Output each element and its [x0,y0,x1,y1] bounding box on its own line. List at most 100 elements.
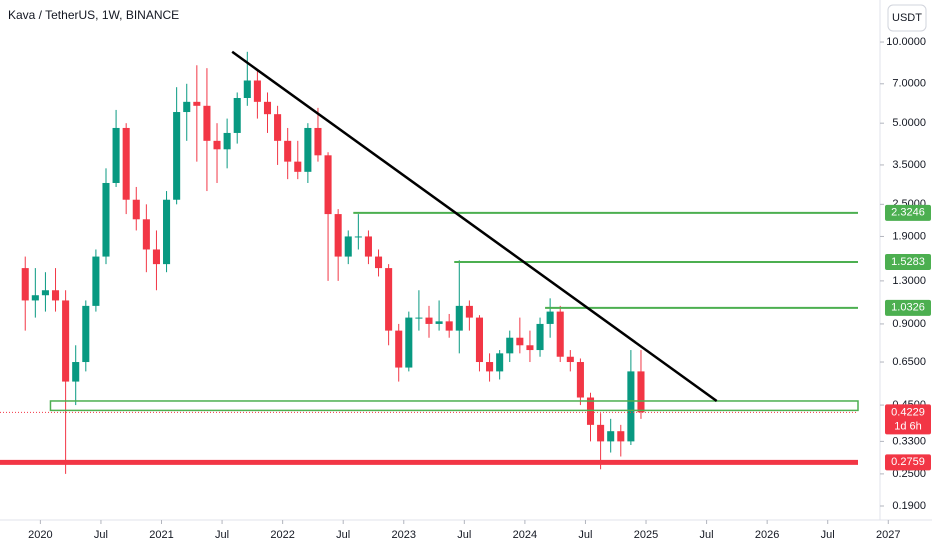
candle-body [334,214,342,257]
candle-body [496,353,504,372]
candle-body [263,101,272,115]
candle-body [586,397,595,425]
candle-body [223,132,231,150]
candle-body [213,140,221,150]
candle-body [314,127,322,156]
candle-body [536,323,544,351]
candle-body [526,345,534,351]
candle-body [183,101,191,113]
candle-body [566,356,574,363]
candle-body [435,321,443,324]
candle-body [556,311,564,357]
candle-body [516,337,524,346]
candle-body [607,431,615,442]
candle-body [385,268,393,331]
y-tick-label: 7.0000 [892,78,926,90]
currency-button[interactable] [887,4,927,32]
y-tick-label: 5.0000 [892,117,926,129]
candle-body [415,317,423,319]
candle-body [425,317,433,324]
candle-body [72,362,80,382]
y-tick-label: 0.2500 [892,468,926,480]
candle-body [465,305,473,318]
y-tick-label: 0.3300 [892,435,926,447]
candle-body [31,295,39,301]
x-tick-label: 2027 [876,529,900,541]
candle-body [193,101,201,106]
candle-body [163,199,171,265]
level-label-box [885,299,931,316]
y-tick-label: 0.9000 [892,318,926,330]
x-tick-label: 2022 [270,529,294,541]
x-tick-label: Jul [578,529,592,541]
y-tick-label: 3.5000 [892,159,926,171]
level-label: 2.3246 [891,207,925,219]
level-label: 1.0326 [891,302,925,314]
candle-body [122,127,130,200]
x-tick-label: 2021 [149,529,173,541]
level-label: 1.5283 [891,256,925,268]
x-tick-label: Jul [215,529,229,541]
x-tick-label: 2025 [634,529,658,541]
candle-body [374,256,383,269]
candle-body [82,305,90,363]
candle-body [294,161,302,172]
y-tick-label: 1.9000 [892,230,926,242]
current-price-box [885,404,931,435]
candle-body [546,311,554,324]
x-tick-label: Jul [457,529,471,541]
x-tick-label: 2023 [392,529,416,541]
axes: 2020 Jul 2021 Jul 2022 Jul 2023 Jul 2024 Jul 2025 J… [28,36,931,541]
candle-body [576,362,584,398]
candle-body [304,127,312,172]
current-price-label: 0.4229 [891,406,925,418]
candle-body [486,362,494,372]
x-tick-label: 2024 [513,529,537,541]
candle-body [62,300,70,382]
candle-body [445,321,453,331]
level-label-box [885,454,931,471]
candle-body [405,317,413,368]
x-tick-label: Jul [700,529,714,541]
candle-body [173,112,181,200]
candle-body [284,140,292,162]
candle-body [51,290,60,301]
candle-body [92,256,100,306]
plot-area [0,50,859,474]
candle-body [132,199,140,220]
level-label-box [885,204,931,221]
x-tick-label: 2020 [28,529,52,541]
currency-label[interactable]: USDT [892,12,922,24]
candle-body [324,155,332,215]
candle-body [364,236,372,257]
candle-body [344,236,352,257]
candle-body [233,97,241,133]
candle-body [354,236,362,238]
candle-body [597,424,605,442]
support-zone [49,400,859,412]
level-label: 0.2759 [891,456,925,468]
y-tick-label: 10.0000 [886,36,926,48]
candle-body [102,182,110,257]
candle-body [395,330,403,368]
candle-body [455,305,463,331]
y-tick-label: 1.3000 [892,275,926,287]
candle-body [112,127,120,183]
countdown: 1d 6h [894,420,922,432]
candle-body [243,80,251,98]
candle-body [274,114,282,141]
y-tick-label: 0.6500 [892,356,926,368]
y-tick-label: 0.1900 [892,500,926,512]
candle-body [203,105,211,141]
candle-body [21,268,29,301]
candle-body [637,371,645,413]
trend-line [231,50,718,402]
x-tick-label: Jul [94,529,108,541]
candle-body [142,219,150,250]
x-tick-label: Jul [821,529,835,541]
candle-body [506,337,514,354]
candle-body [475,317,484,363]
candle-body [41,290,49,296]
